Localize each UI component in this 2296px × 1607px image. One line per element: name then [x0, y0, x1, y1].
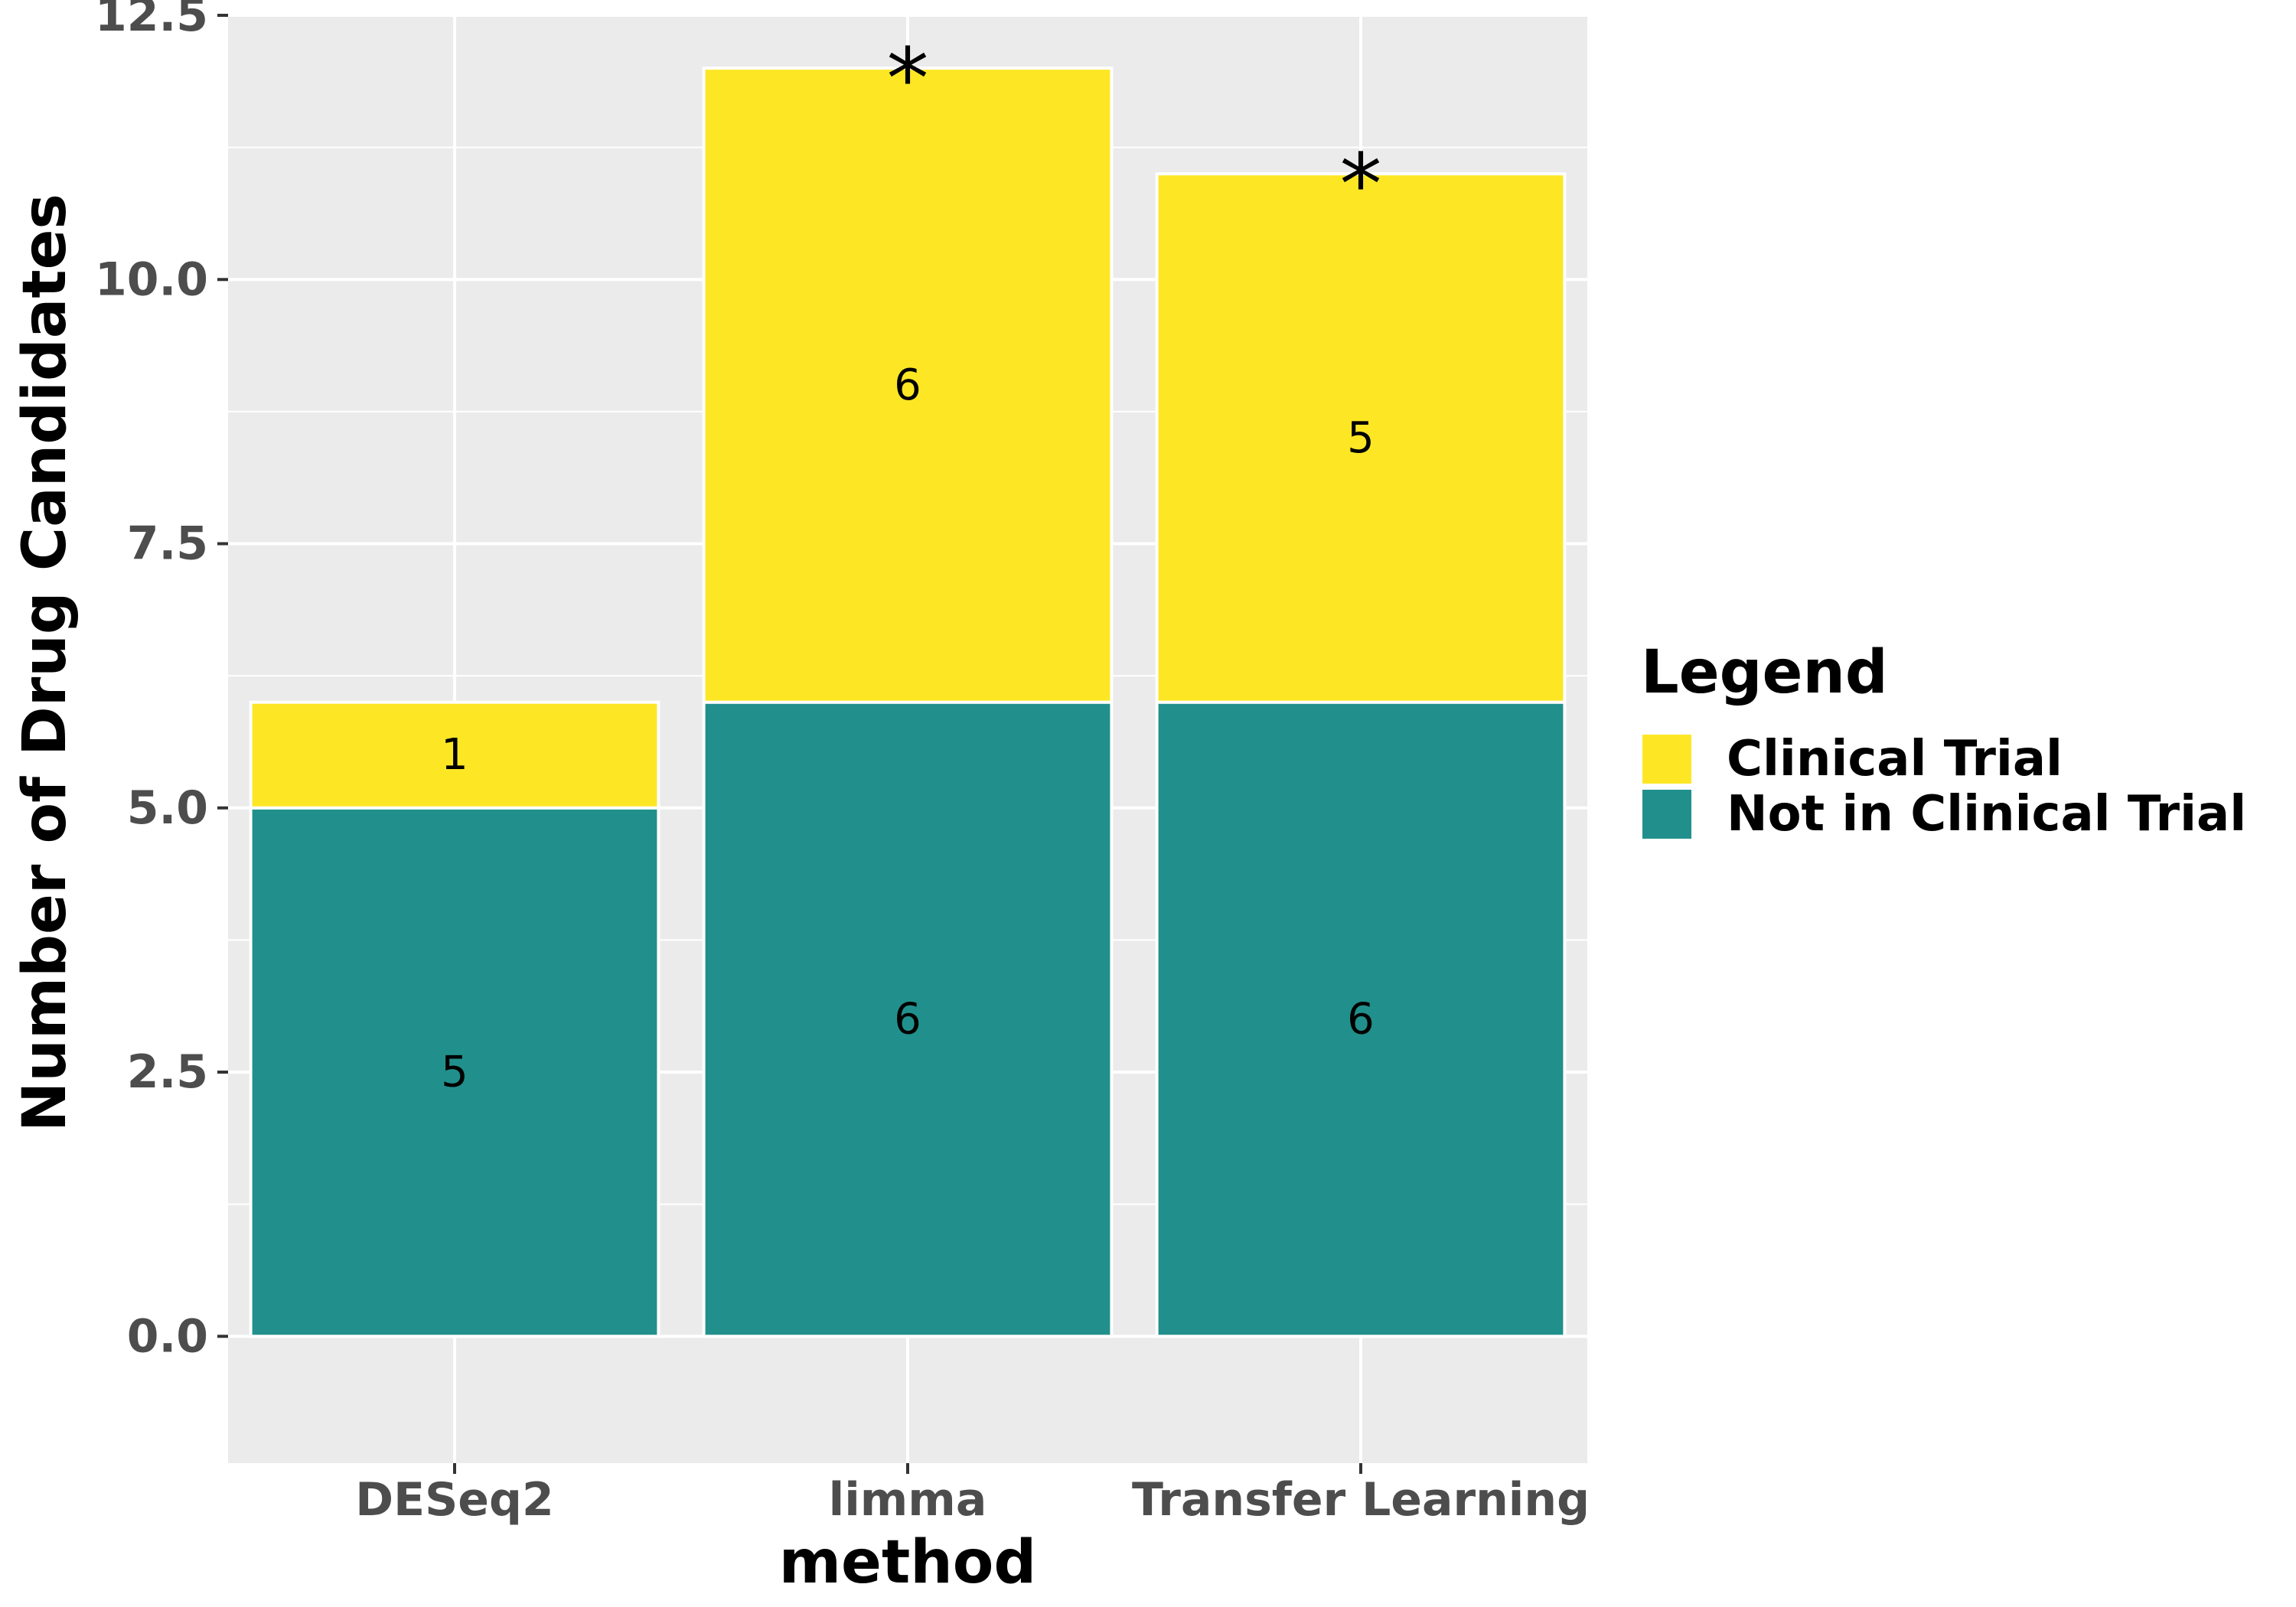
bar-data-label: 5 — [1347, 413, 1375, 463]
y-tick-label: 0.0 — [127, 1309, 208, 1363]
significance-mark: * — [887, 30, 929, 128]
bar-segment — [1155, 172, 1567, 704]
x-tick-label: limma — [829, 1473, 987, 1527]
x-axis-title: method — [779, 1528, 1036, 1597]
bar-segment — [249, 806, 660, 1338]
significance-mark: * — [1340, 135, 1382, 233]
legend-title: Legend — [1641, 638, 1888, 707]
bar-segment — [702, 67, 1114, 704]
y-tick-label: 7.5 — [127, 517, 208, 571]
y-axis: 0.0 2.5 5.0 7.5 10.0 12.5 — [95, 0, 228, 1363]
bar-segment — [702, 700, 1114, 1338]
x-tick-label: DESeq2 — [355, 1473, 553, 1527]
y-axis-title: Number of Drug Candidates — [11, 194, 80, 1132]
y-tick-label: 5.0 — [127, 781, 208, 835]
bar-segment — [249, 700, 660, 810]
y-tick-label: 12.5 — [95, 0, 208, 42]
bar-data-label: 6 — [894, 994, 921, 1044]
bar-data-label: 6 — [894, 360, 921, 410]
y-tick-label: 10.0 — [95, 253, 208, 306]
bar-data-label: 6 — [1347, 994, 1375, 1044]
bar-data-label: 5 — [441, 1048, 468, 1097]
x-tick-label: Transfer Learning — [1132, 1473, 1590, 1527]
bar-data-labels: 5 1 6 6 6 5 — [441, 360, 1375, 1097]
bar-data-label: 1 — [441, 730, 468, 780]
significance-annotations: ** — [887, 30, 1382, 233]
y-tick-label: 2.5 — [127, 1045, 208, 1099]
legend-swatch — [1642, 735, 1691, 784]
bar-segments — [249, 67, 1567, 1338]
bar-segment — [1155, 700, 1567, 1338]
legend-swatch — [1642, 790, 1691, 839]
legend-label: Not in Clinical Trial — [1727, 786, 2246, 843]
legend-label: Clinical Trial — [1727, 731, 2063, 787]
x-axis: DESeq2 limma Transfer Learning — [355, 1463, 1590, 1527]
